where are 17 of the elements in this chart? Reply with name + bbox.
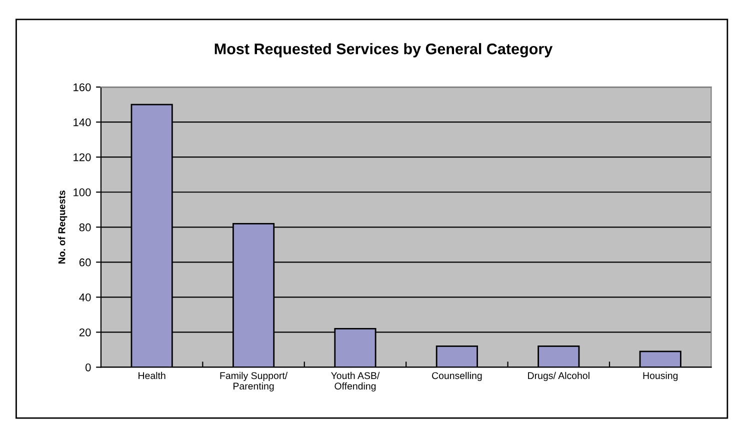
x-tick-label: Health [138, 372, 166, 380]
y-tick-label: 60 [79, 258, 91, 266]
y-tick-label: 80 [79, 223, 91, 232]
y-tick-label: 40 [79, 293, 91, 302]
x-tick-label: Counselling [432, 372, 482, 381]
x-tick-label: Family Support/ Parenting [220, 372, 288, 392]
y-tick-label: 140 [74, 118, 91, 126]
y-tick-label: 120 [74, 153, 91, 162]
y-tick-label: 100 [74, 188, 91, 196]
y-tick-label: 0 [86, 363, 91, 372]
y-tick-label: 20 [79, 328, 91, 336]
x-tick-label: Housing [643, 372, 678, 381]
x-tick-label: Youth ASB/ Offending [331, 372, 380, 392]
chart-title: Most Requested Services by General Category [214, 43, 553, 58]
y-tick-label: 160 [74, 83, 91, 92]
y-axis-title: No. of Requests [58, 190, 68, 264]
x-tick-label: Drugs/ Alcohol [528, 372, 590, 381]
